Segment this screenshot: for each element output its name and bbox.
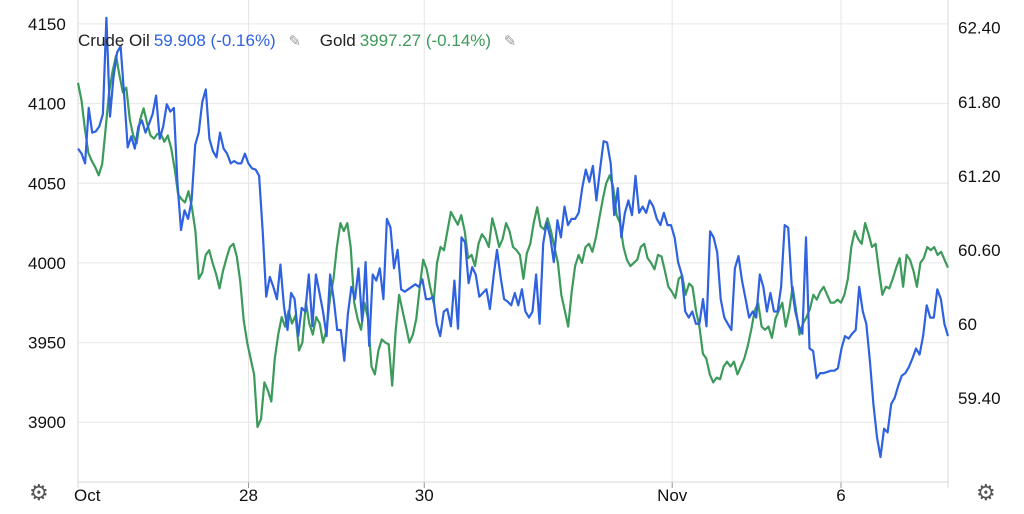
- x-axis-tick-label: Nov: [657, 486, 688, 505]
- series-lines: [76, 16, 950, 459]
- pencil-icon[interactable]: ✎: [503, 33, 517, 50]
- left-axis-tick-label: 4050: [28, 174, 66, 193]
- legend-series-name: Crude Oil: [78, 31, 150, 50]
- x-axis-tick-label: 30: [415, 486, 434, 505]
- legend-item-gold[interactable]: Gold 3997.27 (-0.14%): [320, 31, 491, 51]
- axes: [77, 0, 949, 488]
- pencil-icon[interactable]: ✎: [288, 33, 302, 50]
- legend-item-crude-oil[interactable]: Crude Oil 59.908 (-0.16%): [78, 31, 276, 51]
- legend-series-name: Gold: [319, 31, 356, 50]
- right-axis-tick-label: 60: [958, 315, 977, 334]
- x-axis-tick-label: Oct: [74, 486, 101, 505]
- grid: [77, 0, 948, 488]
- right-axis-tick-label: 61.80: [958, 93, 1001, 112]
- legend-series-value: 59.908 (-0.16%): [153, 31, 276, 50]
- left-axis-tick-label: 3900: [28, 413, 66, 432]
- series-line-crude-oil[interactable]: [77, 16, 950, 459]
- left-axis-tick-label: 4000: [28, 254, 66, 273]
- tick-labels: 4150 4100 4050 4000 3950 3900 62.40 61.80 61.20 6…: [28, 15, 1001, 505]
- gear-icon[interactable]: ⚙: [29, 480, 49, 505]
- right-axis-tick-label: 60.60: [958, 241, 1001, 260]
- left-axis-tick-label: 4100: [28, 95, 66, 114]
- right-axis-tick-label: 62.40: [958, 19, 1001, 38]
- x-axis-tick-label: 6: [836, 486, 845, 505]
- left-axis-tick-label: 4150: [28, 15, 66, 34]
- legend: Crude Oil 59.908 (-0.16%) ✎ Gold 3997.27 (…: [78, 31, 530, 51]
- left-axis-tick-label: 3950: [28, 334, 66, 353]
- right-axis-tick-label: 61.20: [958, 167, 1001, 186]
- x-axis-tick-label: 28: [239, 486, 258, 505]
- gear-icon[interactable]: ⚙: [976, 480, 996, 505]
- right-axis-tick-label: 59.40: [958, 389, 1001, 408]
- legend-series-value: 3997.27 (-0.14%): [359, 31, 492, 50]
